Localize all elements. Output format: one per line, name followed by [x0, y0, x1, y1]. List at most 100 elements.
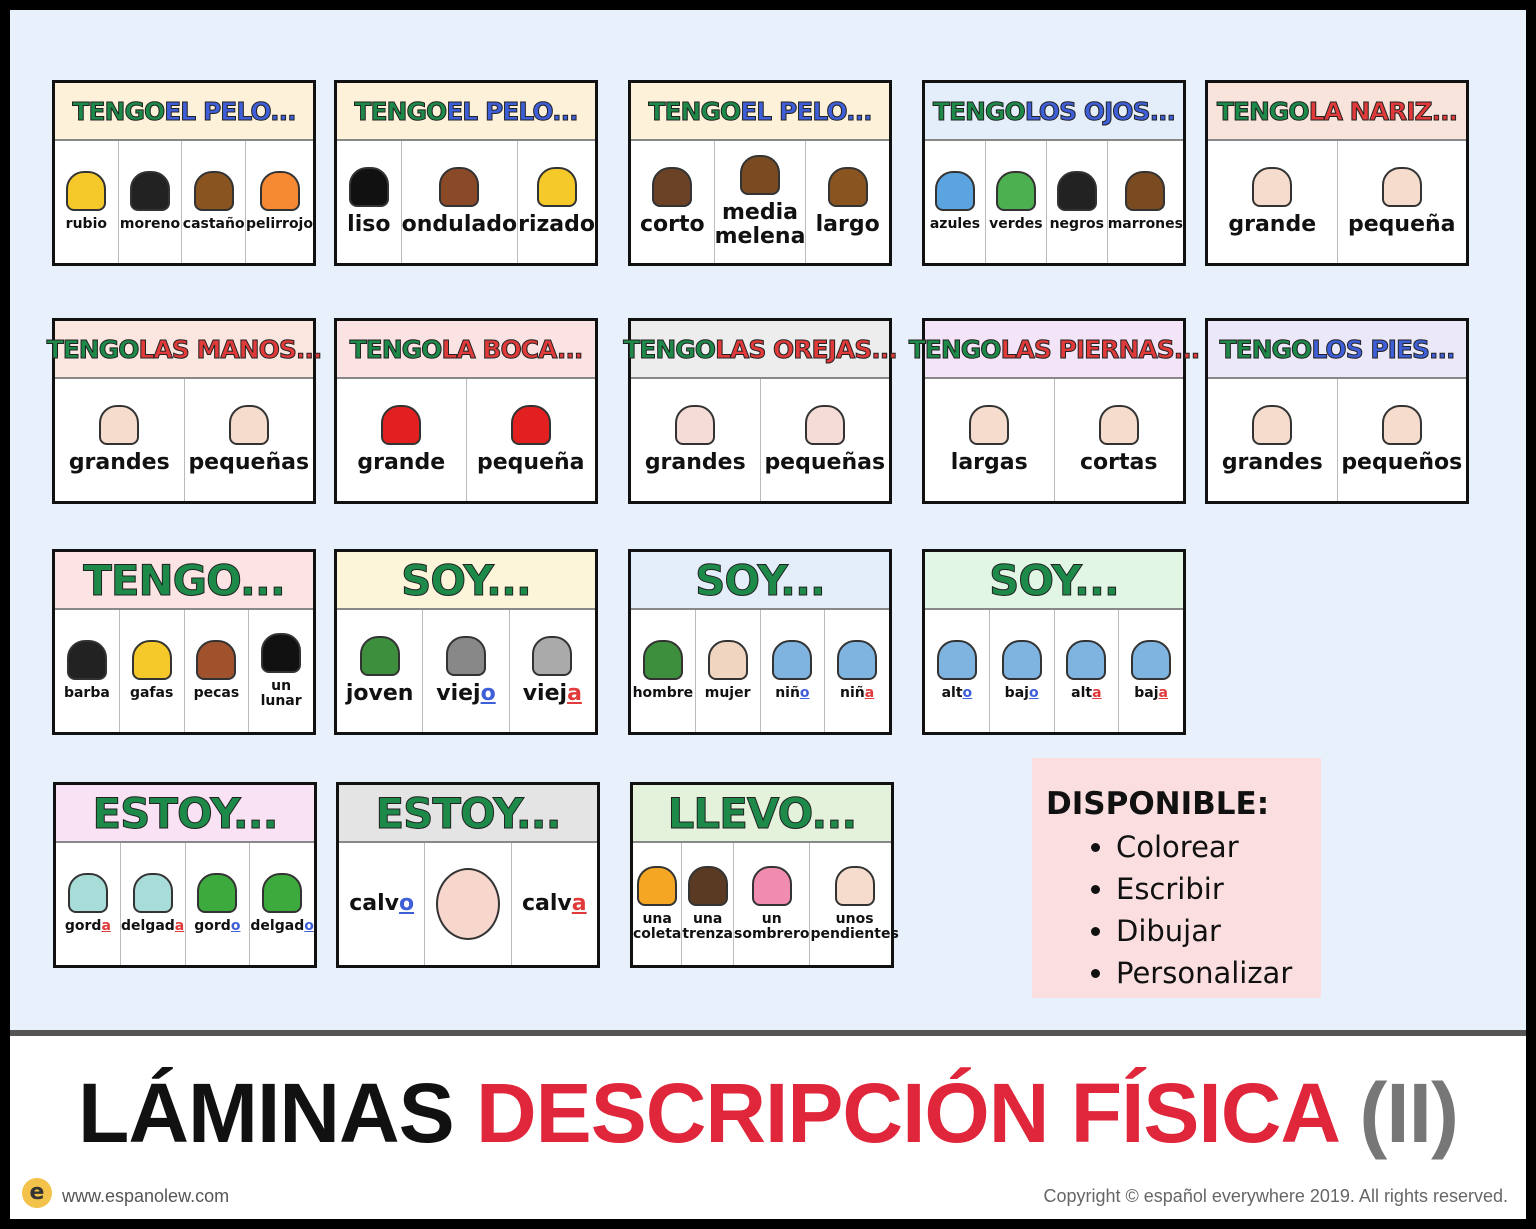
card-cell: un lunar [249, 610, 313, 732]
illustration-icon [1252, 404, 1293, 445]
illustration-icon [637, 865, 678, 906]
illustration-icon [1381, 166, 1422, 207]
illustration-icon [381, 404, 422, 445]
label-stem: rubio [65, 216, 107, 233]
label-stem: grandes [1221, 449, 1323, 475]
illustration-icon [837, 640, 878, 681]
card-header: SOY... [337, 552, 595, 610]
label-stem: hombre [632, 685, 694, 702]
cell-label: cortas [1080, 450, 1157, 475]
header-text: TENGO [349, 334, 443, 364]
label-ending: o [398, 890, 415, 916]
flashcard: TENGO EL PELO... liso ondulado rizado [334, 80, 598, 266]
card-header: SOY... [925, 552, 1183, 610]
illustration-icon [751, 865, 792, 906]
card-header: ESTOY... [56, 785, 314, 843]
illustration-icon [196, 640, 237, 681]
label-stem: una coleta [633, 910, 682, 942]
available-item: Escribir [1116, 872, 1307, 906]
main-title: LÁMINAS DESCRIPCIÓN FÍSICA (II) [0, 1065, 1536, 1162]
card-cell [425, 843, 512, 965]
card-cell: largo [806, 141, 889, 263]
illustration-icon [536, 166, 577, 207]
label-stem: gafas [129, 685, 174, 702]
illustration-icon [1125, 171, 1166, 212]
label-stem: pequeña [476, 449, 585, 475]
flashcard: ESTOY... gorda delgada gordo delgado [53, 782, 317, 968]
card-header: TENGO... [55, 552, 313, 610]
label-ending: o [230, 918, 241, 935]
cell-label: ondulado [401, 211, 518, 237]
label-stem: delgad [250, 918, 305, 935]
website-link[interactable]: www.espanolew.com [62, 1186, 230, 1206]
label-stem: niñ [775, 685, 800, 702]
card-cell: castaño [182, 141, 247, 263]
illustration-icon [934, 171, 975, 212]
illustration-icon [439, 166, 480, 207]
label-ending: a [1092, 685, 1102, 702]
illustration-icon [348, 166, 389, 207]
card-cell: niño [761, 610, 826, 732]
cell-label: rizado [518, 212, 595, 237]
cell-label: calvo [349, 890, 415, 916]
cell-label: delgado [250, 919, 313, 934]
label-ending: a [101, 918, 111, 935]
card-cell: corto [631, 141, 715, 263]
label-stem: verdes [989, 216, 1043, 233]
header-text: LAS PIERNAS... [1000, 334, 1201, 364]
available-item: Colorear [1116, 830, 1307, 864]
label-stem: calv [349, 890, 399, 916]
flashcard: SOY... joven viejo vieja [334, 549, 598, 735]
cell-label: gordo [194, 919, 240, 934]
label-stem: ondulado [401, 211, 518, 237]
flashcard: TENGO EL PELO... rubio moreno castaño pelirr… [52, 80, 316, 266]
cell-label: pequeñas [188, 450, 309, 475]
card-cell: barba [55, 610, 120, 732]
header-text: TENGO [932, 96, 1026, 126]
illustration-icon [197, 873, 238, 914]
card-cell: verdes [986, 141, 1047, 263]
card-cell: largas [925, 379, 1055, 501]
card-cell: marrones [1108, 141, 1183, 263]
cell-label: unos pendientes [810, 911, 898, 943]
label-stem: moreno [119, 216, 181, 233]
label-stem: viej [522, 680, 568, 706]
header-text: TENGO [72, 96, 166, 126]
illustration-icon [132, 873, 173, 914]
illustration-icon [1131, 640, 1172, 681]
label-stem: pecas [193, 685, 240, 702]
card-cell: pequeña [467, 379, 596, 501]
illustration-icon [995, 171, 1036, 212]
label-stem: negros [1049, 216, 1104, 233]
header-text: TENGO [1219, 334, 1313, 364]
label-stem: liso [347, 211, 391, 237]
card-cell: cortas [1055, 379, 1184, 501]
cell-label: gorda [65, 919, 111, 934]
label-ending: a [174, 918, 185, 935]
card-header: ESTOY... [339, 785, 597, 843]
illustration-icon [687, 865, 728, 906]
card-cell: una trenza [682, 843, 734, 965]
card-cell: pequeñas [185, 379, 314, 501]
title-gray: (II) [1359, 1066, 1459, 1160]
cell-label: mujer [705, 686, 751, 701]
card-header: TENGO LAS MANOS... [46, 321, 323, 379]
label-stem: una trenza [682, 910, 733, 942]
illustration-icon [652, 166, 693, 207]
cell-label: pequeñas [764, 450, 885, 475]
cell-label: largas [951, 450, 1028, 475]
copyright: Copyright © español everywhere 2019. All… [1043, 1186, 1508, 1206]
header-text: LA BOCA... [441, 334, 584, 364]
card-cell: pelirrojo [246, 141, 313, 263]
illustration-icon [435, 868, 500, 940]
card-cell: gordo [186, 843, 251, 965]
header-text: LA NARIZ... [1308, 96, 1458, 126]
cell-label: grande [1228, 212, 1316, 237]
cell-label: pecas [194, 686, 240, 701]
header-text: TENGO [1216, 96, 1310, 126]
illustration-icon [642, 640, 683, 681]
illustration-icon [359, 635, 400, 676]
available-box: DISPONIBLE: Colorear Escribir Dibujar Pe… [1032, 758, 1321, 998]
cell-label: liso [347, 211, 391, 237]
illustration-icon [130, 171, 170, 212]
